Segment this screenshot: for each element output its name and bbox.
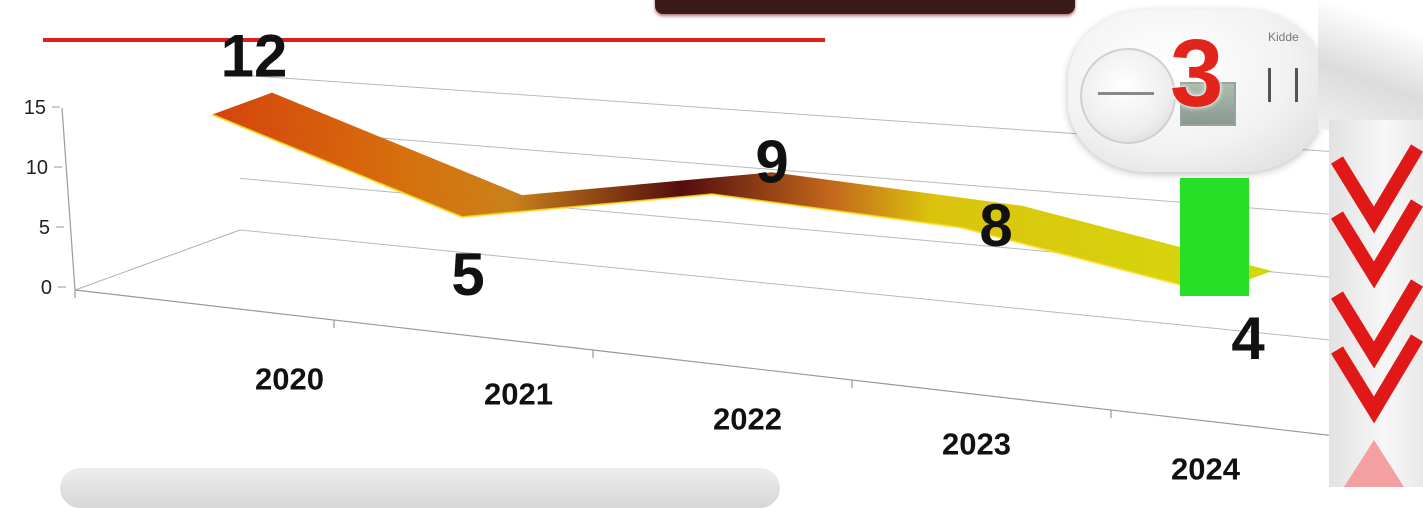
y-tick-label: 15: [24, 97, 46, 119]
series-line: [212, 92, 1272, 294]
chart-axes: [61, 107, 1371, 448]
down-arrows-icon: [1331, 144, 1423, 487]
line-chart: 0 5 10 15 2020 2021 2022 2023 2024 12 5 9 8 4: [24, 23, 1381, 487]
detector-display: [1180, 82, 1236, 126]
gridline: [239, 229, 1381, 346]
y-tick-label: 5: [39, 217, 50, 239]
x-category-label: 2021: [484, 377, 553, 412]
y-axis-ticks: 0 5 10 15: [24, 97, 66, 299]
top-dark-bar: [655, 0, 1075, 14]
data-label: 8: [979, 192, 1012, 259]
detector-number: 3: [1170, 20, 1224, 127]
x-category-label: 2022: [713, 402, 782, 437]
data-label: 4: [1231, 305, 1265, 372]
y-tick-label: 10: [26, 157, 48, 179]
corner-decoration: [1318, 0, 1423, 130]
detector-brand-logo: Kidde: [1268, 30, 1299, 44]
data-label: 5: [451, 241, 484, 308]
bottom-panel: [60, 468, 780, 508]
x-axis-labels: 2020 2021 2022 2023 2024: [255, 362, 1241, 487]
detector-grille-icon: [1268, 68, 1298, 102]
x-category-label: 2023: [942, 427, 1011, 462]
x-category-label: 2020: [255, 362, 324, 397]
x-category-label: 2024: [1171, 452, 1241, 487]
title-underline: [43, 38, 825, 42]
y-axis-line: [61, 107, 76, 291]
data-labels: 12 5 9 8 4: [221, 23, 1266, 372]
data-label: 12: [221, 23, 288, 90]
data-label: 9: [755, 128, 788, 195]
y-tick-label: 0: [41, 277, 52, 299]
series-edge: [211, 113, 1213, 295]
series-ribbon: [211, 92, 1272, 295]
detector-dial-icon: [1080, 48, 1176, 144]
detector-dial-slot: [1098, 92, 1154, 95]
green-highlight-box: [1180, 178, 1249, 296]
floor-left-edge: [74, 229, 241, 291]
x-axis-line: [74, 289, 1371, 441]
